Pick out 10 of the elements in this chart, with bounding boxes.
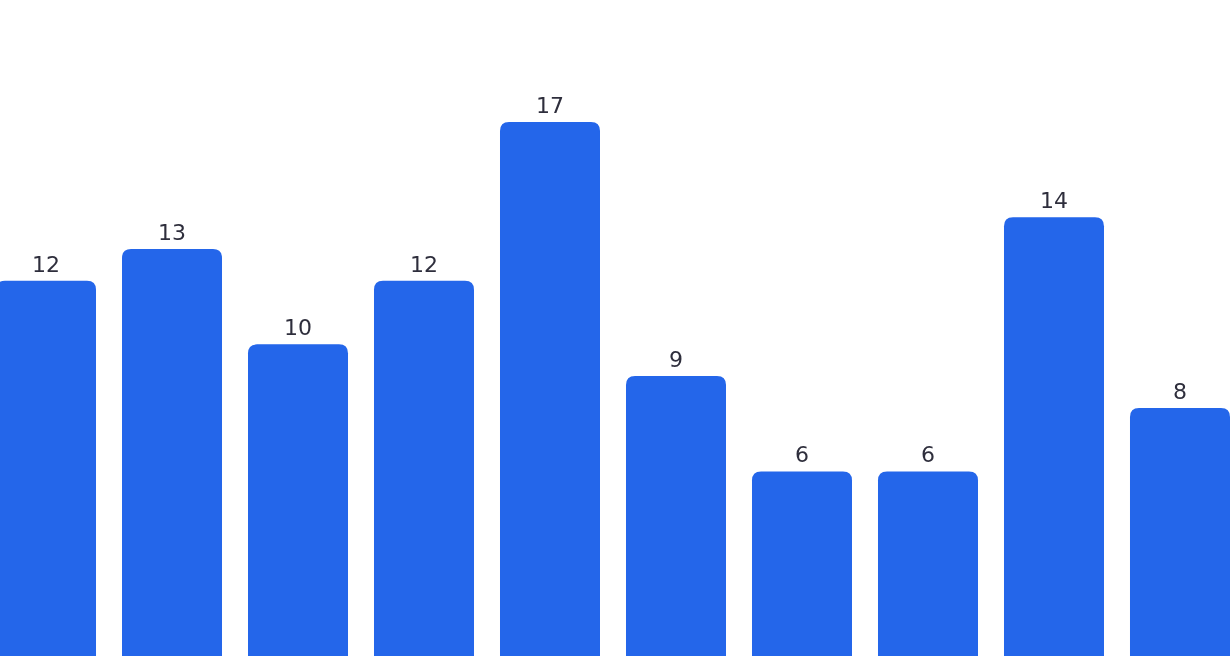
data-label: 17 xyxy=(536,93,564,118)
data-label: 13 xyxy=(158,220,186,246)
data-label: 6 xyxy=(795,442,809,468)
data-label: 12 xyxy=(410,251,438,277)
data-label: 6 xyxy=(921,442,935,468)
data-label: 9 xyxy=(669,347,683,373)
data-label: 8 xyxy=(1172,378,1187,404)
data-label: 12 xyxy=(32,251,61,277)
data-label: 10 xyxy=(284,315,312,341)
data-label: 14 xyxy=(1040,188,1068,214)
